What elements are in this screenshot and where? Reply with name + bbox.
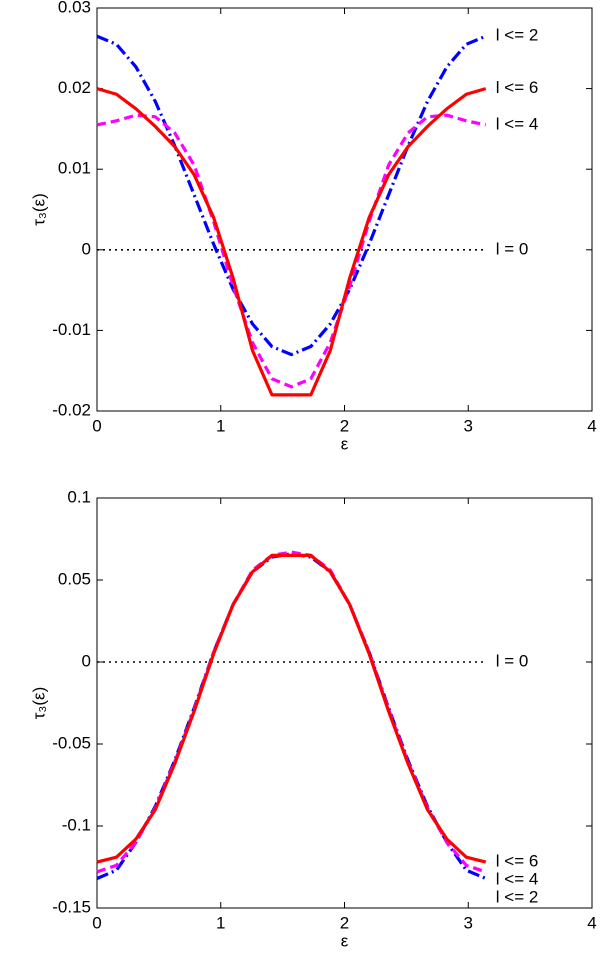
- series-line: [96, 552, 487, 880]
- y-tick-label: 0: [82, 651, 91, 670]
- y-tick-label: -0.05: [52, 733, 91, 752]
- x-tick-label: 3: [464, 416, 473, 435]
- series-label: l <= 2: [496, 26, 539, 45]
- series-label: l <= 2: [496, 888, 539, 907]
- series-label: l <= 6: [496, 852, 539, 871]
- x-tick-label: 4: [587, 913, 596, 932]
- x-axis-label: ε: [341, 931, 349, 950]
- x-tick-label: 2: [340, 913, 349, 932]
- series-label: l <= 4: [496, 114, 539, 133]
- series-label: l = 0: [496, 239, 529, 258]
- x-tick-label: 0: [92, 416, 101, 435]
- series-label: l <= 6: [496, 78, 539, 97]
- series-label: l <= 4: [496, 870, 539, 889]
- y-tick-label: -0.02: [52, 400, 91, 419]
- series-line: [96, 87, 487, 397]
- y-tick-label: 0.01: [58, 159, 91, 178]
- y-tick-label: -0.1: [62, 815, 91, 834]
- y-tick-label: 0.03: [58, 0, 91, 16]
- x-tick-label: 2: [340, 416, 349, 435]
- y-tick-label: 0.1: [67, 487, 91, 506]
- y-tick-label: 0: [82, 239, 91, 258]
- x-tick-label: 0: [92, 913, 101, 932]
- axes-box: [96, 497, 593, 909]
- axes-box: [96, 7, 593, 412]
- x-axis-label: ε: [341, 434, 349, 453]
- x-tick-label: 1: [216, 416, 225, 435]
- y-tick-label: -0.01: [52, 320, 91, 339]
- y-axis-label: τ₃(ε): [29, 687, 48, 720]
- y-tick-label: 0.02: [58, 78, 91, 97]
- x-tick-label: 3: [464, 913, 473, 932]
- y-axis-label: τ₃(ε): [29, 193, 48, 226]
- series-line: [96, 113, 487, 389]
- x-tick-label: 1: [216, 913, 225, 932]
- y-tick-label: -0.15: [52, 897, 91, 916]
- y-tick-label: 0.05: [58, 569, 91, 588]
- series-line: [96, 34, 487, 357]
- series-label: l = 0: [496, 651, 529, 670]
- x-tick-label: 4: [587, 416, 596, 435]
- series-line: [96, 550, 487, 874]
- series-line: [96, 553, 487, 864]
